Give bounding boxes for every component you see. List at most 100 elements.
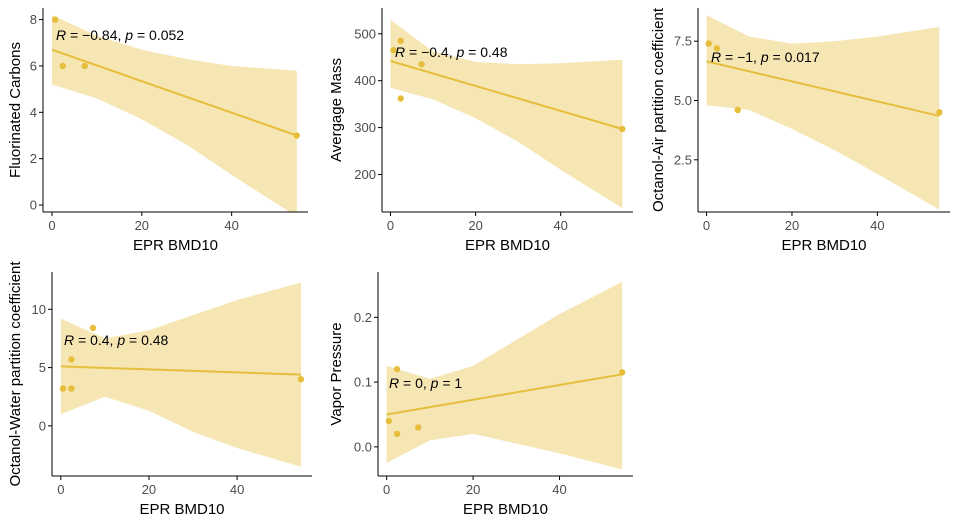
correlation-annotation: R = −1, p = 0.017 <box>711 49 820 65</box>
y-axis-title: Avergage Mass <box>328 58 345 162</box>
annotation-r-label: R <box>395 44 405 60</box>
panel-4: 0 5 10 0 20 40 EPR BMD10 Octanol-Water partitio… <box>7 261 312 518</box>
y-tick-label: 500 <box>354 26 376 41</box>
annotation-r-value: = −1, <box>721 49 761 65</box>
y-tick-label: 8 <box>30 12 37 27</box>
y-tick-label: 4 <box>30 105 37 120</box>
regression-line <box>386 373 623 416</box>
regression-line <box>51 48 298 137</box>
x-tick-label: 20 <box>466 482 480 497</box>
y-tick-label: 5.0 <box>674 93 692 108</box>
annotation-r-value: = 0, <box>399 375 431 391</box>
data-point-2 <box>59 62 66 70</box>
data-point-3 <box>397 95 404 102</box>
panel-1: 0 2 4 6 8 0 20 40 EPR BMD10 Fluorinated Carbons R … <box>7 8 308 254</box>
x-tick-label: 40 <box>553 218 567 233</box>
panel-5: 0.0 0.1 0.2 0 20 40 EPR BMD10 Vapor Pressure R =… <box>328 272 633 518</box>
x-axis-title: EPR BMD10 <box>463 501 548 518</box>
confidence-band <box>52 15 297 212</box>
y-tick-label: 6 <box>30 58 37 73</box>
y-axis-title: Octanol-Water partition coefficient <box>7 261 24 487</box>
y-tick-label: 2 <box>30 151 37 166</box>
regression-line <box>706 60 940 117</box>
data-point-2 <box>397 37 404 45</box>
data-point-2 <box>393 365 401 373</box>
y-tick-label: 2.5 <box>674 152 692 167</box>
annotation-p-value: = 0.48 <box>125 332 168 348</box>
correlation-annotation: R = 0, p = 1 <box>389 375 462 391</box>
regression-line <box>390 60 623 130</box>
annotation-p-label: p <box>430 375 439 391</box>
annotation-r-label: R <box>64 332 74 348</box>
y-tick-label: 0.0 <box>354 439 372 454</box>
x-tick-label: 0 <box>57 482 64 497</box>
x-tick-label: 40 <box>230 482 244 497</box>
annotation-r-value: = 0.4, <box>74 332 117 348</box>
regression-line <box>60 365 302 376</box>
data-point-5 <box>619 125 626 133</box>
y-axis-title: Fluorinated Carbons <box>7 42 24 178</box>
correlation-annotation: R = −0.84, p = 0.052 <box>56 27 184 43</box>
y-axis-title: Vapor Pressure <box>328 322 345 425</box>
y-tick-label: 0 <box>39 418 46 433</box>
x-tick-label: 0 <box>387 218 394 233</box>
panel-3: 2.5 5.0 7.5 0 20 40 EPR BMD10 Octanol-Air parti… <box>650 7 950 254</box>
y-tick-label: 0 <box>30 198 37 213</box>
data-point-1 <box>51 16 59 23</box>
annotation-p-label: p <box>456 44 465 60</box>
x-tick-label: 0 <box>48 218 55 233</box>
y-tick-label: 300 <box>354 120 376 135</box>
x-tick-label: 20 <box>142 482 156 497</box>
annotation-p-label: p <box>124 27 133 43</box>
data-point-4 <box>418 61 425 68</box>
annotation-p-value: = 0.017 <box>769 49 820 65</box>
annotation-p-value: = 0.48 <box>464 44 507 60</box>
data-point-1 <box>385 417 393 425</box>
data-point-5 <box>297 376 305 383</box>
y-tick-label: 0.1 <box>354 375 372 390</box>
annotation-r-label: R <box>711 49 721 65</box>
x-axis-title: EPR BMD10 <box>465 237 550 254</box>
confidence-band <box>60 282 301 467</box>
x-tick-label: 20 <box>468 218 482 233</box>
annotation-r-value: = −0.4, <box>405 44 456 60</box>
confidence-band <box>390 19 623 209</box>
x-tick-label: 0 <box>703 218 710 233</box>
data-point-5 <box>618 369 626 376</box>
x-tick-label: 40 <box>224 218 238 233</box>
x-axis-title: EPR BMD10 <box>133 237 218 254</box>
data-point-4 <box>936 109 943 116</box>
data-point-2 <box>68 385 75 392</box>
annotation-p-value: = 1 <box>438 375 462 391</box>
confidence-band <box>386 281 623 470</box>
annotation-r-value: = −0.84, <box>66 27 125 43</box>
y-tick-label: 10 <box>32 302 46 317</box>
annotation-r-label: R <box>56 27 66 43</box>
x-tick-label: 40 <box>870 218 884 233</box>
x-axis-title: EPR BMD10 <box>139 501 224 518</box>
x-axis-title: EPR BMD10 <box>781 237 866 254</box>
y-tick-label: 200 <box>354 167 376 182</box>
data-point-3 <box>81 62 88 70</box>
x-tick-label: 40 <box>552 482 566 497</box>
correlation-annotation: R = 0.4, p = 0.48 <box>64 332 169 348</box>
data-point-1 <box>705 40 712 47</box>
x-tick-label: 0 <box>383 482 390 497</box>
data-point-1 <box>390 47 397 54</box>
data-point-3 <box>68 356 75 363</box>
annotation-r-label: R <box>389 375 399 391</box>
data-point-1 <box>59 385 67 392</box>
data-point-3 <box>734 106 741 114</box>
y-axis-title: Octanol-Air partition coefficient <box>650 7 667 212</box>
x-tick-label: 20 <box>135 218 149 233</box>
annotation-p-label: p <box>116 332 125 348</box>
y-tick-label: 0.2 <box>354 310 372 325</box>
confidence-band <box>706 15 940 210</box>
y-tick-label: 5 <box>39 360 46 375</box>
y-tick-label: 400 <box>354 73 376 88</box>
data-point-4 <box>293 132 300 139</box>
data-point-2 <box>713 45 720 52</box>
data-point-4 <box>414 424 422 431</box>
y-tick-label: 7.5 <box>674 34 692 49</box>
